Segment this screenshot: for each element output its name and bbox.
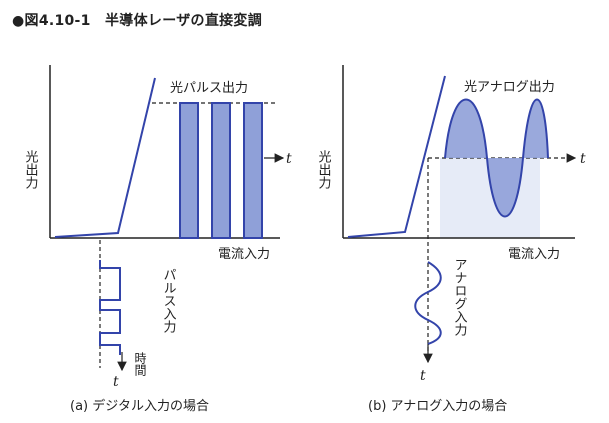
panel-b-output-time-label: t	[580, 151, 586, 167]
panel-a-output-label: 光パルス出力	[170, 81, 248, 96]
panel-a-output-pulse	[211, 102, 231, 239]
panel-a-input-time-label: 時間	[133, 352, 147, 376]
panel-b-output-wave-line	[444, 98, 549, 218]
panel-a-laser-curve	[54, 77, 156, 238]
panel-a-input-label: パルス入力	[161, 268, 177, 334]
panel-b-x-axis-label: 電流入力	[508, 247, 560, 262]
panel-a: t 光パルス出力 電流入力 光出力 t 時間 パルス入力 (a) デジタル入力の…	[23, 65, 292, 414]
panel-b-input-time-var: t	[420, 368, 426, 384]
panel-b-laser-curve	[347, 75, 446, 238]
panel-a-output-time-label: t	[286, 151, 292, 167]
panel-a-output-pulse	[179, 102, 199, 239]
panel-b-caption: (b) アナログ入力の場合	[368, 399, 507, 414]
panel-b-y-axis-label: 光出力	[316, 150, 332, 190]
panel-a-output-pulse	[243, 102, 263, 239]
panel-a-caption: (a) デジタル入力の場合	[70, 398, 209, 414]
panel-a-input-time-var: t	[113, 374, 119, 390]
panel-b-output-wave	[445, 99, 548, 217]
panel-b-output-label: 光アナログ出力	[464, 80, 555, 95]
panel-a-y-axis-label: 光出力	[23, 150, 39, 190]
panel-a-input-pulse-train	[99, 260, 121, 355]
panel-b-input-label: アナログ入力	[452, 258, 468, 337]
panel-b: t 光アナログ出力 電流入力 光出力 t アナログ入力 (b) アナログ入力の場…	[316, 65, 586, 414]
panel-b-input-wave	[414, 261, 442, 345]
panel-a-x-axis-label: 電流入力	[218, 247, 270, 262]
figure-title: ●図4.10-1 半導体レーザの直接変調	[12, 13, 263, 29]
